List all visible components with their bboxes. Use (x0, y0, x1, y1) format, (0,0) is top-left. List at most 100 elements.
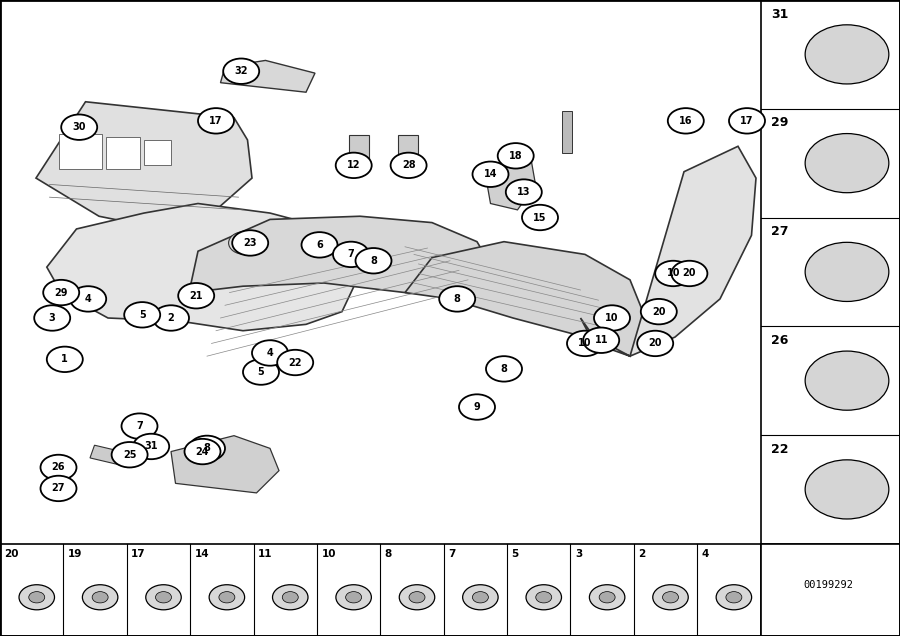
Polygon shape (36, 102, 252, 229)
Circle shape (232, 230, 268, 256)
Circle shape (40, 476, 76, 501)
Circle shape (400, 584, 435, 610)
Circle shape (652, 584, 688, 610)
Text: 20: 20 (652, 307, 665, 317)
Text: 00199292: 00199292 (803, 580, 853, 590)
Polygon shape (220, 60, 315, 92)
Text: 20: 20 (4, 549, 19, 559)
Text: 17: 17 (740, 116, 754, 126)
Text: 17: 17 (209, 116, 223, 126)
Text: 31: 31 (771, 8, 788, 20)
Text: 17: 17 (131, 549, 146, 559)
Bar (760, 544, 900, 636)
Circle shape (729, 108, 765, 134)
Circle shape (583, 328, 619, 353)
Polygon shape (405, 242, 648, 356)
Text: 16: 16 (679, 116, 693, 126)
Circle shape (70, 286, 106, 312)
Circle shape (153, 305, 189, 331)
Circle shape (590, 584, 625, 610)
Circle shape (209, 584, 245, 610)
Circle shape (439, 286, 475, 312)
Text: 22: 22 (288, 357, 302, 368)
Circle shape (526, 584, 562, 610)
Bar (562, 111, 572, 153)
Circle shape (333, 242, 369, 267)
Circle shape (668, 108, 704, 134)
Text: 22: 22 (771, 443, 788, 455)
Circle shape (336, 153, 372, 178)
Text: 10: 10 (605, 313, 619, 323)
Circle shape (47, 347, 83, 372)
Text: 8: 8 (385, 549, 392, 559)
Text: 4: 4 (266, 348, 274, 358)
Circle shape (43, 280, 79, 305)
Text: 25: 25 (122, 450, 137, 460)
Text: 8: 8 (370, 256, 377, 266)
Text: 20: 20 (682, 268, 697, 279)
Text: 20: 20 (648, 338, 662, 349)
Circle shape (283, 591, 298, 603)
Text: 21: 21 (189, 291, 202, 301)
Circle shape (806, 242, 889, 301)
Text: 6: 6 (316, 240, 323, 250)
Text: 3: 3 (49, 313, 56, 323)
Circle shape (486, 356, 522, 382)
Text: 7: 7 (448, 549, 455, 559)
Bar (398, 135, 418, 160)
Circle shape (472, 162, 508, 187)
Text: 24: 24 (196, 446, 209, 457)
Polygon shape (47, 204, 360, 331)
Circle shape (567, 331, 603, 356)
Text: 9: 9 (473, 402, 481, 412)
Circle shape (219, 591, 235, 603)
Circle shape (112, 442, 148, 467)
Text: 8: 8 (454, 294, 461, 304)
Circle shape (133, 434, 169, 459)
Circle shape (34, 305, 70, 331)
Text: 3: 3 (575, 549, 582, 559)
Circle shape (189, 436, 225, 461)
Text: 29: 29 (771, 116, 788, 129)
Text: 11: 11 (258, 549, 273, 559)
Text: 27: 27 (771, 225, 788, 238)
Circle shape (472, 591, 489, 603)
Circle shape (391, 153, 427, 178)
Circle shape (536, 591, 552, 603)
Circle shape (124, 302, 160, 328)
Text: 10: 10 (321, 549, 336, 559)
Text: 8: 8 (203, 443, 211, 453)
Circle shape (19, 584, 55, 610)
Text: 10: 10 (578, 338, 592, 349)
Text: 18: 18 (508, 151, 523, 161)
Polygon shape (90, 445, 135, 467)
Text: 19: 19 (68, 549, 82, 559)
Circle shape (806, 25, 889, 84)
Circle shape (498, 143, 534, 169)
Circle shape (198, 108, 234, 134)
Circle shape (302, 232, 338, 258)
Circle shape (671, 261, 707, 286)
Circle shape (178, 283, 214, 308)
Circle shape (522, 205, 558, 230)
Text: 14: 14 (194, 549, 209, 559)
Circle shape (641, 299, 677, 324)
Text: 26: 26 (771, 334, 788, 347)
Text: 30: 30 (72, 122, 86, 132)
Circle shape (409, 591, 425, 603)
Bar (144, 140, 171, 165)
Polygon shape (580, 146, 756, 356)
Circle shape (40, 455, 76, 480)
Circle shape (243, 359, 279, 385)
Circle shape (92, 591, 108, 603)
Text: 29: 29 (55, 287, 68, 298)
Circle shape (599, 591, 615, 603)
Circle shape (726, 591, 742, 603)
Circle shape (83, 584, 118, 610)
Circle shape (273, 584, 308, 610)
Text: 4: 4 (702, 549, 709, 559)
Text: 7: 7 (347, 249, 355, 259)
Text: 2: 2 (638, 549, 645, 559)
Circle shape (716, 584, 752, 610)
Bar (58, 134, 102, 169)
